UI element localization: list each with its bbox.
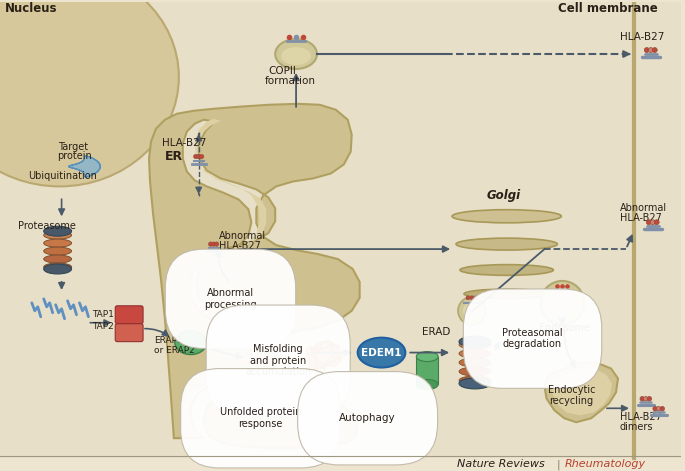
Ellipse shape <box>44 255 71 263</box>
FancyBboxPatch shape <box>115 324 143 341</box>
Text: HLA-B27: HLA-B27 <box>620 412 662 422</box>
Circle shape <box>197 154 201 159</box>
Circle shape <box>547 288 577 318</box>
Text: Abnormal: Abnormal <box>620 203 667 213</box>
Circle shape <box>194 154 198 159</box>
Circle shape <box>640 397 645 401</box>
Ellipse shape <box>358 338 406 367</box>
Circle shape <box>650 220 656 225</box>
Circle shape <box>474 296 478 300</box>
Text: ERAD: ERAD <box>422 327 451 337</box>
Circle shape <box>654 220 659 225</box>
Ellipse shape <box>44 263 71 271</box>
Ellipse shape <box>459 349 491 358</box>
Circle shape <box>470 296 474 300</box>
Ellipse shape <box>459 378 491 389</box>
Polygon shape <box>545 363 618 422</box>
Polygon shape <box>551 368 612 415</box>
Ellipse shape <box>44 264 71 274</box>
Circle shape <box>652 48 657 53</box>
Circle shape <box>647 397 651 401</box>
Ellipse shape <box>459 367 491 376</box>
Ellipse shape <box>44 247 71 255</box>
Polygon shape <box>68 156 100 177</box>
Circle shape <box>214 242 219 246</box>
Circle shape <box>463 302 481 320</box>
Ellipse shape <box>44 239 71 247</box>
Circle shape <box>653 406 658 411</box>
Text: formation: formation <box>264 76 315 86</box>
Circle shape <box>647 220 651 225</box>
Ellipse shape <box>275 39 317 69</box>
Text: ER: ER <box>165 149 183 162</box>
Ellipse shape <box>175 331 207 355</box>
Text: Misfolding
and protein
accumulation: Misfolding and protein accumulation <box>245 344 311 377</box>
Text: HLA-B27: HLA-B27 <box>620 213 662 223</box>
Text: Autophagy: Autophagy <box>339 413 396 423</box>
Text: HLA-B27: HLA-B27 <box>162 138 206 147</box>
Circle shape <box>660 406 664 411</box>
Ellipse shape <box>459 340 491 349</box>
Circle shape <box>458 297 486 325</box>
Text: Cell membrane: Cell membrane <box>558 2 658 15</box>
Text: Nucleus: Nucleus <box>5 2 58 15</box>
Text: Ubiquitination: Ubiquitination <box>28 171 97 181</box>
Ellipse shape <box>456 238 558 250</box>
Text: Endosome: Endosome <box>540 323 590 333</box>
Ellipse shape <box>0 0 179 187</box>
FancyBboxPatch shape <box>0 2 681 458</box>
Text: |: | <box>556 459 560 470</box>
Text: Abnormal
processing: Abnormal processing <box>204 288 257 309</box>
Polygon shape <box>181 119 266 436</box>
Text: Golgi: Golgi <box>487 189 521 203</box>
Text: Nature Reviews: Nature Reviews <box>457 459 545 469</box>
Circle shape <box>199 154 204 159</box>
FancyBboxPatch shape <box>115 306 143 324</box>
Ellipse shape <box>459 358 491 367</box>
Ellipse shape <box>452 210 561 223</box>
Circle shape <box>466 296 470 300</box>
Text: Endocytic
recycling: Endocytic recycling <box>547 384 595 406</box>
Text: EDEM1: EDEM1 <box>361 348 402 357</box>
Circle shape <box>644 397 648 401</box>
Text: dimers: dimers <box>620 422 653 432</box>
Text: COPII: COPII <box>269 66 296 76</box>
Text: Unfolded protein
response: Unfolded protein response <box>220 407 301 429</box>
Ellipse shape <box>459 376 491 385</box>
Polygon shape <box>149 104 360 448</box>
Text: or ERAP2: or ERAP2 <box>154 346 195 355</box>
Circle shape <box>656 406 661 411</box>
Text: Rheumatology: Rheumatology <box>564 459 645 469</box>
Text: ERAP1: ERAP1 <box>154 336 183 345</box>
Text: TAP1: TAP1 <box>92 310 114 319</box>
Ellipse shape <box>416 351 438 362</box>
Ellipse shape <box>44 231 71 239</box>
FancyBboxPatch shape <box>416 357 438 384</box>
Circle shape <box>645 48 649 53</box>
Polygon shape <box>306 341 342 370</box>
Text: Target: Target <box>58 142 88 152</box>
Text: HLA-B27: HLA-B27 <box>620 32 664 42</box>
Circle shape <box>540 281 584 325</box>
Ellipse shape <box>464 289 549 299</box>
Text: HLA-B27: HLA-B27 <box>219 241 260 251</box>
Text: Abnormal: Abnormal <box>219 231 266 241</box>
Circle shape <box>208 242 213 246</box>
Circle shape <box>212 242 216 246</box>
Ellipse shape <box>44 226 71 236</box>
Text: Proteasomal
degradation: Proteasomal degradation <box>502 328 563 349</box>
Text: Proteasome: Proteasome <box>18 221 76 231</box>
Ellipse shape <box>460 265 553 276</box>
Ellipse shape <box>459 336 491 347</box>
Circle shape <box>214 335 219 339</box>
Text: protein: protein <box>57 151 91 161</box>
Ellipse shape <box>416 380 438 390</box>
Circle shape <box>648 48 653 53</box>
Text: TAP2: TAP2 <box>92 322 114 331</box>
Ellipse shape <box>281 47 311 65</box>
